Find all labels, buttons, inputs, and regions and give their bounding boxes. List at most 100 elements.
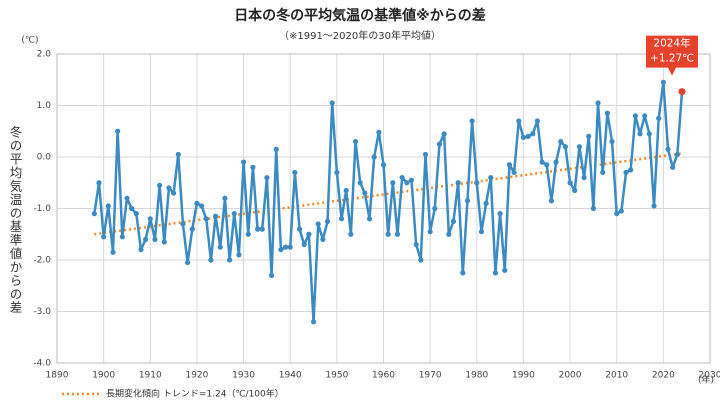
x-tick-label: 1920 xyxy=(185,371,208,381)
data-point xyxy=(502,267,508,273)
data-point xyxy=(483,200,489,206)
y-tick-label: -2.0 xyxy=(33,256,51,266)
y-axis-label: 冬の平均気温の基準値からの差 xyxy=(8,125,23,315)
data-point xyxy=(231,211,237,217)
x-tick-label: 1960 xyxy=(372,371,395,381)
annotation-text: 2024年 xyxy=(653,37,690,50)
data-point xyxy=(427,229,433,235)
data-point xyxy=(143,236,149,242)
data-point xyxy=(408,177,415,183)
data-point xyxy=(166,185,172,191)
data-point xyxy=(268,272,275,279)
data-point xyxy=(660,79,666,85)
data-point xyxy=(572,187,578,194)
data-point xyxy=(576,144,583,150)
data-point xyxy=(520,134,527,141)
data-point xyxy=(651,203,657,209)
data-point xyxy=(623,169,629,176)
data-point xyxy=(245,231,251,237)
data-point xyxy=(254,226,261,232)
data-point xyxy=(236,252,242,258)
data-point xyxy=(413,241,419,248)
trend-line xyxy=(94,152,683,236)
data-point xyxy=(226,257,233,263)
data-point xyxy=(338,216,345,222)
data-point xyxy=(222,195,228,201)
data-point xyxy=(208,257,214,263)
x-tick-label: 1910 xyxy=(139,371,162,381)
legend-label: 長期変化傾向 トレンド=1.24（℃/100年） xyxy=(106,388,284,400)
x-tick-label: 1990 xyxy=(512,371,535,381)
data-point xyxy=(390,180,396,186)
data-point xyxy=(586,133,592,139)
data-point xyxy=(418,257,424,263)
data-point xyxy=(497,211,503,217)
data-point xyxy=(642,113,648,119)
x-tick-label: 1900 xyxy=(92,371,115,381)
series-line xyxy=(93,81,684,324)
y-tick-label: 2.0 xyxy=(37,50,52,60)
data-point xyxy=(287,244,293,250)
x-tick-label: 2020 xyxy=(652,371,675,381)
chart-subtitle: （※1991～2020年の30年平均値） xyxy=(279,29,441,42)
data-point xyxy=(516,118,522,124)
x-tick-label: 1970 xyxy=(419,371,442,381)
data-point xyxy=(334,169,340,176)
data-point xyxy=(656,115,662,121)
data-point xyxy=(203,216,209,222)
highlight-point xyxy=(678,88,686,96)
data-point xyxy=(180,221,186,227)
data-point xyxy=(562,144,569,150)
data-point xyxy=(96,180,102,186)
data-point xyxy=(511,169,517,176)
data-point xyxy=(446,231,452,237)
data-point xyxy=(306,231,312,237)
data-point xyxy=(212,213,219,219)
data-point xyxy=(175,151,181,158)
data-point xyxy=(450,218,457,224)
chart-title: 日本の冬の平均気温の基準値※からの差 xyxy=(234,7,486,24)
data-point xyxy=(152,236,158,242)
data-point xyxy=(147,216,153,222)
data-point xyxy=(105,203,111,209)
data-point xyxy=(455,180,461,186)
data-point xyxy=(119,234,125,240)
data-point xyxy=(432,205,438,212)
data-point xyxy=(436,141,443,147)
data-point xyxy=(441,131,447,137)
data-point xyxy=(646,131,652,137)
data-point xyxy=(595,100,601,106)
data-point xyxy=(292,169,298,176)
data-point xyxy=(665,146,671,152)
data-point xyxy=(600,169,606,176)
data-point xyxy=(558,138,564,145)
data-point xyxy=(343,187,349,194)
data-point xyxy=(506,162,513,168)
data-point xyxy=(399,175,405,181)
data-point xyxy=(91,211,97,217)
data-point xyxy=(581,175,587,181)
data-point xyxy=(185,259,191,266)
data-point xyxy=(171,190,177,196)
data-point xyxy=(115,128,121,134)
data-point xyxy=(296,226,303,232)
data-point xyxy=(101,234,107,240)
data-point xyxy=(352,138,359,145)
data-point xyxy=(474,180,480,186)
data-point xyxy=(138,247,144,253)
x-unit: (年) xyxy=(698,374,714,386)
data-point xyxy=(525,133,531,139)
data-point xyxy=(315,221,321,227)
data-point xyxy=(320,236,326,242)
y-tick-label: -3.0 xyxy=(33,307,51,317)
data-point xyxy=(590,205,596,212)
x-tick-label: 2000 xyxy=(559,371,582,381)
data-point xyxy=(348,231,354,237)
data-point xyxy=(282,244,289,250)
y-tick-label: 1.0 xyxy=(37,101,52,111)
data-point xyxy=(464,198,471,204)
data-point xyxy=(198,203,205,209)
data-point xyxy=(194,200,200,206)
annotation-text: +1.27℃ xyxy=(650,53,694,65)
